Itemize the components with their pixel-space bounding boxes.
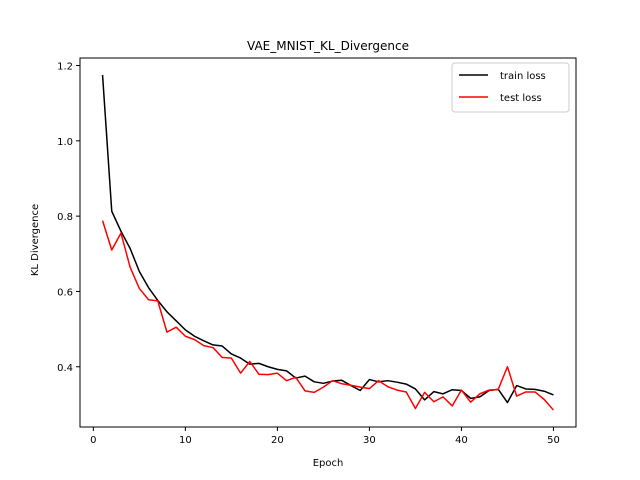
axes-frame (79, 57, 577, 428)
x-tick-label: 10 (179, 435, 192, 446)
legend-label-test-loss: test loss (500, 93, 542, 104)
y-tick-label: 0.6 (57, 287, 73, 298)
series-line-test-loss (101, 220, 555, 411)
plot-area (101, 74, 555, 411)
series-line-train-loss (101, 74, 554, 404)
chart-title: VAE_MNIST_KL_Divergence (247, 39, 409, 53)
legend: train loss test loss (451, 62, 570, 113)
axis-ticks: 0 10 20 30 40 50 0.4 0.6 0.8 1.0 1.2 (57, 62, 560, 446)
x-tick-label: 20 (271, 435, 284, 446)
x-tick-label: 30 (363, 435, 376, 446)
legend-label-train-loss: train loss (500, 71, 546, 82)
x-tick-label: 0 (90, 435, 96, 446)
y-tick-label: 0.4 (57, 363, 73, 374)
y-tick-label: 0.8 (57, 212, 73, 223)
x-axis-label: Epoch (313, 458, 344, 469)
y-tick-label: 1.0 (57, 137, 73, 148)
x-tick-label: 40 (455, 435, 468, 446)
x-tick-label: 50 (547, 435, 560, 446)
y-axis-label: KL Divergence (30, 204, 41, 276)
y-tick-label: 1.2 (57, 62, 73, 73)
